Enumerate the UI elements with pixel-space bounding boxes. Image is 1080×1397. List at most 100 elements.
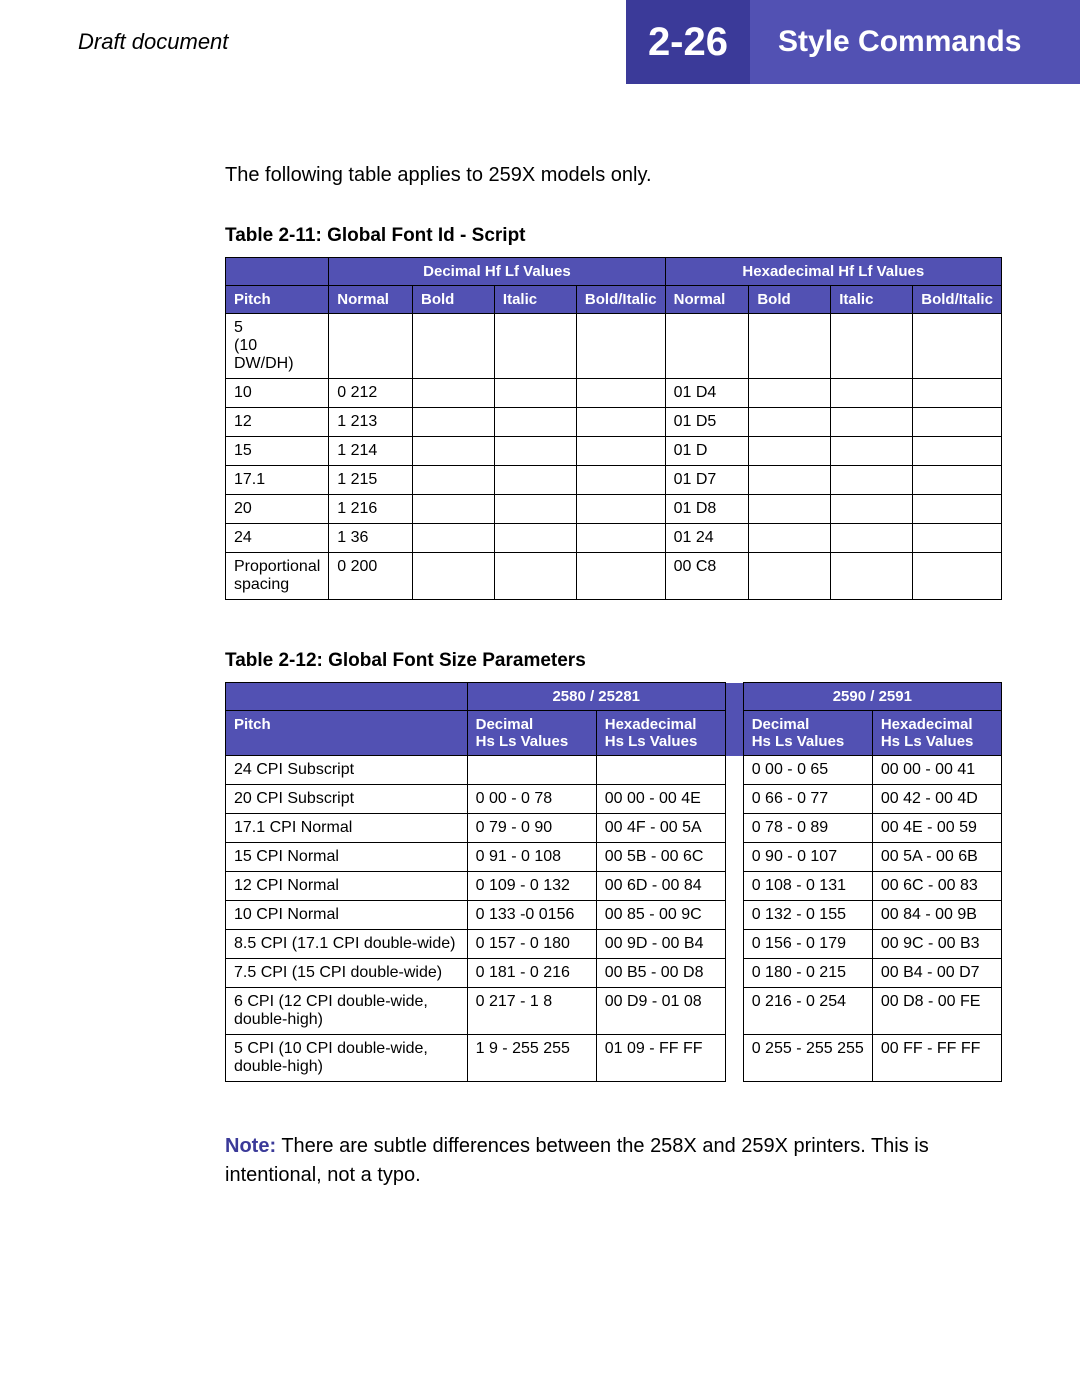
table-cell: 24 CPI Subscript (226, 756, 468, 785)
table-cell (913, 495, 1002, 524)
draft-label: Draft document (78, 29, 228, 55)
table-cell: 1 215 (329, 466, 413, 495)
table-cell: 15 (226, 437, 329, 466)
table-cell: 20 CPI Subscript (226, 785, 468, 814)
table-cell (749, 495, 831, 524)
table-cell: 10 (226, 379, 329, 408)
table-cell (413, 437, 495, 466)
table-cell (413, 314, 495, 379)
table-cell: 00 5B - 00 6C (596, 843, 725, 872)
table-cell (576, 524, 665, 553)
table-cell: 00 FF - FF FF (872, 1035, 1001, 1082)
table-row: 10 CPI Normal0 133 -0 015600 85 - 00 9C 0… (226, 901, 1002, 930)
table-cell (576, 408, 665, 437)
table-cell: 00 B4 - 00 D7 (872, 959, 1001, 988)
th-italic: Italic (494, 286, 576, 314)
th-pitch: Pitch (226, 286, 329, 314)
table-cell: 00 85 - 00 9C (596, 901, 725, 930)
table-cell: 0 109 - 0 132 (467, 872, 596, 901)
table-cell (831, 553, 913, 600)
table-cell: 20 (226, 495, 329, 524)
table-cell (831, 466, 913, 495)
table-row: 241 3601 24 (226, 524, 1002, 553)
th-bold: Bold (749, 286, 831, 314)
table-row: 8.5 CPI (17.1 CPI double-wide)0 157 - 0 … (226, 930, 1002, 959)
th-pitch: Pitch (226, 711, 468, 756)
table-cell: 00 4F - 00 5A (596, 814, 725, 843)
table-cell (831, 524, 913, 553)
table-cell: 00 6C - 00 83 (872, 872, 1001, 901)
table-cell: 00 B5 - 00 D8 (596, 959, 725, 988)
th-decimal: Decimal Hs Ls Values (467, 711, 596, 756)
th-normal: Normal (329, 286, 413, 314)
table-cell (576, 314, 665, 379)
table-cell: 0 132 - 0 155 (743, 901, 872, 930)
table-cell (494, 495, 576, 524)
table-cell: 1 213 (329, 408, 413, 437)
table-cell (413, 495, 495, 524)
table-cell: 00 D8 - 00 FE (872, 988, 1001, 1035)
table-cell: 00 6D - 00 84 (596, 872, 725, 901)
gap-cell (725, 930, 743, 959)
th-bold-italic: Bold/Italic (913, 286, 1002, 314)
table-cell (576, 553, 665, 600)
table-cell: 1 216 (329, 495, 413, 524)
table-cell (831, 314, 913, 379)
gap-cell (725, 872, 743, 901)
table-cell: 0 216 - 0 254 (743, 988, 872, 1035)
table-cell: 10 CPI Normal (226, 901, 468, 930)
table-cell (831, 379, 913, 408)
table-cell (749, 314, 831, 379)
table-row: 17.1 CPI Normal0 79 - 0 9000 4F - 00 5A0… (226, 814, 1002, 843)
table-cell: 17.1 CPI Normal (226, 814, 468, 843)
table-cell (749, 408, 831, 437)
gap-cell (725, 785, 743, 814)
table-cell: 0 212 (329, 379, 413, 408)
table1-caption: Table 2-11: Global Font Id - Script (225, 225, 1002, 247)
table-row: 6 CPI (12 CPI double-wide, double-high)0… (226, 988, 1002, 1035)
table-cell: 6 CPI (12 CPI double-wide, double-high) (226, 988, 468, 1035)
table-cell (494, 437, 576, 466)
table-cell (913, 553, 1002, 600)
table-cell: 01 09 - FF FF (596, 1035, 725, 1082)
table-row: 2580 / 25281 2590 / 2591 (226, 683, 1002, 711)
th-hex-group: Hexadecimal Hf Lf Values (665, 258, 1001, 286)
th-bold-italic: Bold/Italic (576, 286, 665, 314)
th-hex: Hexadecimal Hs Ls Values (596, 711, 725, 756)
table-cell: 0 217 - 1 8 (467, 988, 596, 1035)
content: The following table applies to 259X mode… (0, 84, 1080, 1230)
table-cell (913, 437, 1002, 466)
table-cell (494, 314, 576, 379)
table-cell (665, 314, 749, 379)
th-normal: Normal (665, 286, 749, 314)
table-cell (467, 756, 596, 785)
table-row: 5 (10 DW/DH) (226, 314, 1002, 379)
table-row: 100 21201 D4 (226, 379, 1002, 408)
table-row: 20 CPI Subscript0 00 - 0 7800 00 - 00 4E… (226, 785, 1002, 814)
table-cell: 0 255 - 255 255 (743, 1035, 872, 1082)
table-cell (494, 379, 576, 408)
th-gap (725, 683, 743, 711)
table-cell (329, 314, 413, 379)
table-cell: 0 78 - 0 89 (743, 814, 872, 843)
table-global-font-size: 2580 / 25281 2590 / 2591 Pitch Decimal H… (225, 682, 1002, 1082)
table-cell: 1 214 (329, 437, 413, 466)
table-row: 15 CPI Normal0 91 - 0 10800 5B - 00 6C0 … (226, 843, 1002, 872)
table-cell: 24 (226, 524, 329, 553)
table-row: Pitch Normal Bold Italic Bold/Italic Nor… (226, 286, 1002, 314)
table-cell (913, 524, 1002, 553)
table-cell: 8.5 CPI (17.1 CPI double-wide) (226, 930, 468, 959)
table-cell (576, 466, 665, 495)
table-cell: 00 00 - 00 41 (872, 756, 1001, 785)
th-decimal: Decimal Hs Ls Values (743, 711, 872, 756)
table-cell: 01 D5 (665, 408, 749, 437)
table-cell: 00 4E - 00 59 (872, 814, 1001, 843)
table-row: 24 CPI Subscript0 00 - 0 6500 00 - 00 41 (226, 756, 1002, 785)
table-cell: 00 00 - 00 4E (596, 785, 725, 814)
table-cell (831, 408, 913, 437)
gap-cell (725, 814, 743, 843)
table-cell (576, 495, 665, 524)
note: Note: There are subtle differences betwe… (225, 1132, 1002, 1190)
table-cell: 0 133 -0 0156 (467, 901, 596, 930)
table-cell: 7.5 CPI (15 CPI double-wide) (226, 959, 468, 988)
